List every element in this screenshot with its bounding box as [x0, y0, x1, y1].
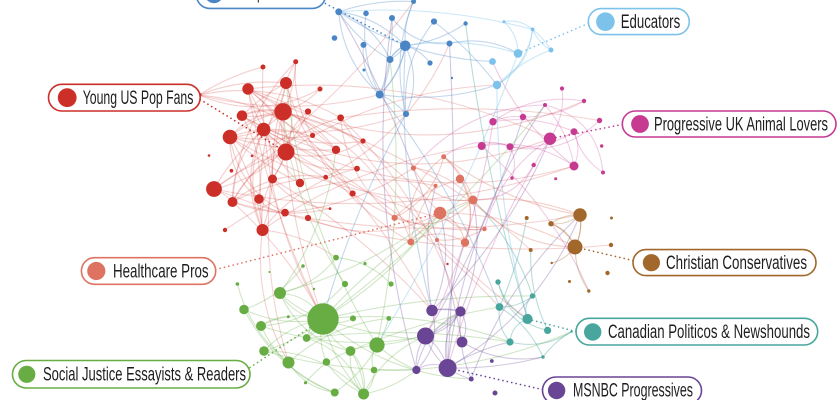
svg-text:Christian Conservatives: Christian Conservatives [666, 253, 807, 274]
svg-text:Social Justice Essayists & Rea: Social Justice Essayists & Readers [43, 365, 246, 386]
svg-text:Healthcare Pros: Healthcare Pros [113, 261, 209, 282]
svg-text:MSNBC Progressives: MSNBC Progressives [573, 381, 693, 400]
svg-text:UK Pop Fans: UK Pop Fans [223, 0, 293, 4]
svg-text:Educators: Educators [621, 12, 681, 33]
svg-text:Canadian Politicos & Newshound: Canadian Politicos & Newshounds [608, 322, 810, 343]
svg-text:Young US Pop Fans: Young US Pop Fans [83, 88, 194, 109]
svg-text:Progressive UK Animal Lovers: Progressive UK Animal Lovers [654, 114, 828, 135]
